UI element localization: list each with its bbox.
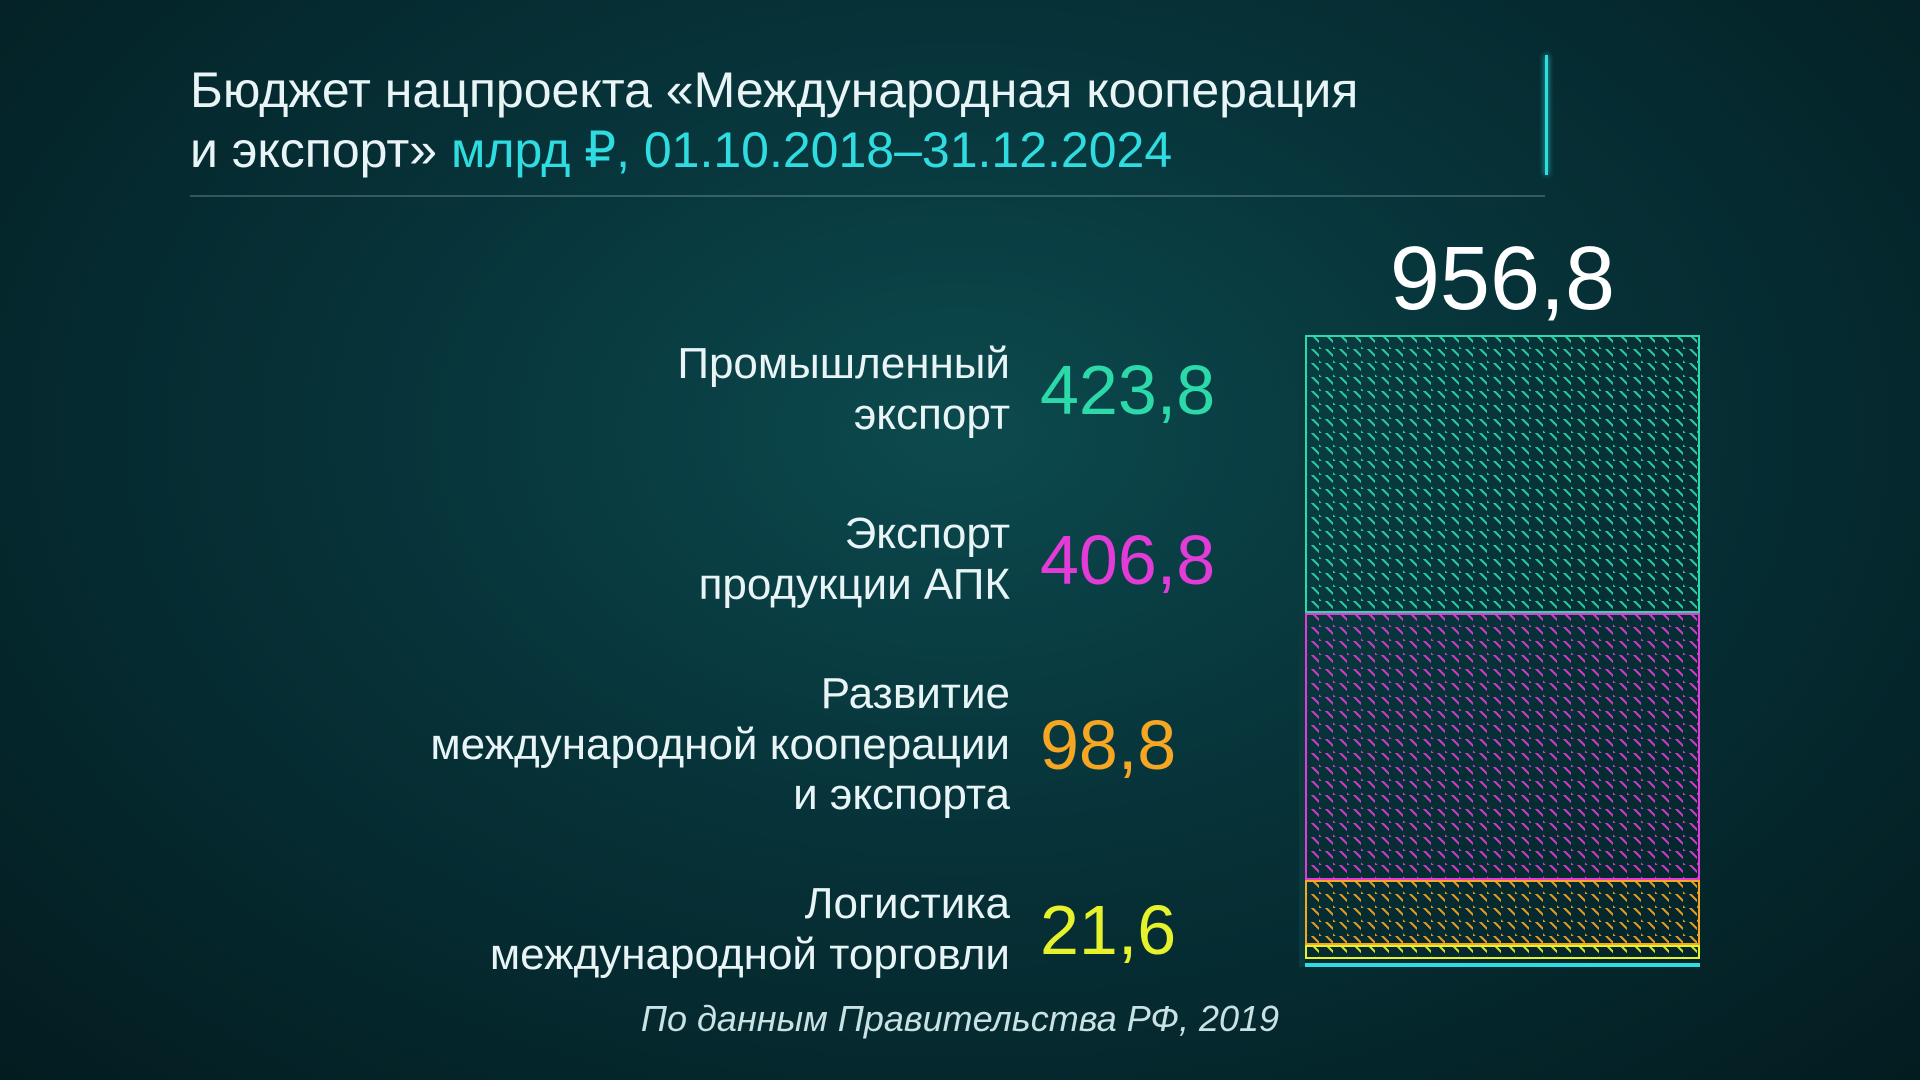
stacked-bar-container	[1305, 335, 1700, 967]
title-line-2: и экспорт» млрд ₽, 01.10.2018–31.12.2024	[190, 120, 1520, 180]
chart-total-label: 956,8	[1305, 228, 1700, 331]
title-subtitle: млрд ₽, 01.10.2018–31.12.2024	[451, 122, 1172, 178]
bar-segment-logistics	[1305, 945, 1700, 959]
bar-segment-industrial	[1305, 335, 1700, 613]
category-row-agro: Экспортпродукции АПК 406,8	[140, 490, 1270, 630]
category-row-industrial: Промышленныйэкспорт 423,8	[140, 320, 1270, 460]
bar-segment-border	[1305, 945, 1700, 959]
bar-segment-coop	[1305, 880, 1700, 945]
bar-segment-border	[1305, 880, 1700, 945]
category-label: Экспортпродукции АПК	[699, 509, 1010, 610]
title-divider-horizontal	[190, 195, 1545, 197]
title-line-1: Бюджет нацпроекта «Международная коопера…	[190, 60, 1520, 120]
category-label: Промышленныйэкспорт	[677, 339, 1010, 440]
category-row-logistics: Логистикамеждународной торговли 21,6	[140, 860, 1270, 1000]
category-value: 423,8	[1040, 350, 1270, 430]
bar-segment-border	[1305, 335, 1700, 613]
source-text: По данным Правительства РФ, 2019	[0, 998, 1920, 1040]
category-row-coop: Развитиемеждународной кооперациии экспор…	[140, 650, 1270, 840]
title-block: Бюджет нацпроекта «Международная коопера…	[190, 60, 1520, 180]
category-value: 98,8	[1040, 705, 1270, 785]
category-value: 21,6	[1040, 890, 1270, 970]
stacked-bar	[1305, 335, 1700, 967]
category-label: Логистикамеждународной торговли	[490, 879, 1010, 980]
bar-segment-border	[1305, 613, 1700, 880]
category-value: 406,8	[1040, 520, 1270, 600]
title-line-2-white: и экспорт»	[190, 122, 437, 178]
infographic-stage: Бюджет нацпроекта «Международная коопера…	[0, 0, 1920, 1080]
title-divider-vertical	[1545, 55, 1548, 175]
bar-segment-agro	[1305, 613, 1700, 880]
category-label: Развитиемеждународной кооперациии экспор…	[430, 669, 1010, 821]
